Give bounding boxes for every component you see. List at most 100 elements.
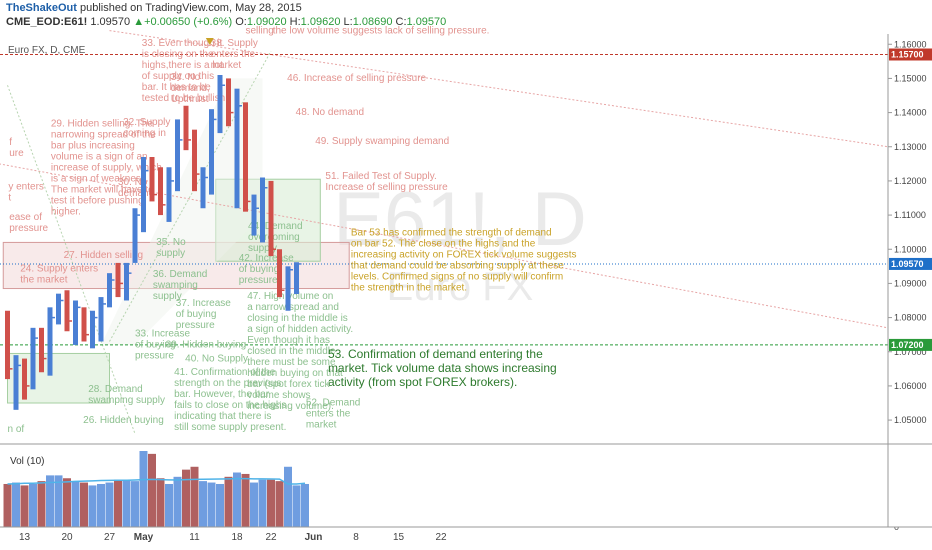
brand-link[interactable]: TheShakeOut — [6, 2, 77, 14]
price-bar — [260, 177, 265, 243]
price-bar — [64, 290, 70, 332]
volume-bar — [301, 483, 309, 527]
volume-bar — [46, 475, 54, 527]
price-bar — [209, 109, 214, 195]
volume-bar — [63, 478, 71, 527]
volume-bar — [131, 481, 139, 527]
annotation-text: 48. No demand — [296, 107, 364, 118]
y-tick-label: 1.07000 — [894, 347, 927, 357]
price-bar — [192, 129, 197, 192]
volume-bar — [165, 483, 173, 527]
annotation-text: 42. Increase of buying pressure — [239, 253, 294, 286]
annotation-text: 27. Hidden selling — [64, 250, 144, 261]
change-value: +0.00650 (+0.6%) — [144, 16, 233, 28]
volume-bar — [156, 478, 165, 527]
volume-bar — [258, 479, 267, 527]
close-label: C: — [395, 16, 407, 28]
price-bar — [183, 105, 189, 151]
volume-bar — [54, 475, 63, 527]
volume-bar — [122, 479, 131, 527]
price-marker-label: 1.09570 — [891, 259, 924, 269]
y-tick-label: 1.15000 — [894, 73, 927, 83]
volume-bar — [105, 482, 114, 527]
volume-bar — [233, 472, 241, 527]
annotation-text: y enters t — [8, 181, 44, 203]
annotation-text: 39. Hidden buying — [166, 340, 247, 351]
y-tick-label: 1.12000 — [894, 176, 927, 186]
volume-bar — [3, 483, 12, 527]
change-arrow-icon: ▲ — [133, 16, 145, 28]
price-bar — [200, 167, 206, 209]
volume-bar — [292, 485, 301, 527]
annotation-text: 29. Hidden selling. The narrowing spread … — [51, 118, 162, 217]
channel-line — [109, 50, 272, 342]
price-bar — [268, 180, 274, 257]
price-bar — [158, 167, 163, 216]
quote-line: CME_EOD:E61! 1.09570 ▲+0.00650 (+0.6%) O… — [6, 16, 446, 28]
volume-bar — [37, 481, 46, 527]
annotation-text: 33. Increase of buying pressure — [135, 328, 190, 361]
price-bar — [132, 208, 138, 263]
trend-line-lower — [0, 163, 889, 329]
annotation-text: 26. Hidden buying — [83, 415, 164, 426]
price-bar — [30, 327, 36, 390]
price-bar — [251, 194, 257, 236]
y-tick-label: 1.10000 — [894, 244, 927, 254]
y-tick-label: 1.06000 — [894, 381, 927, 391]
volume-bar — [114, 479, 122, 527]
trend-line-upper — [109, 30, 889, 148]
annotation-text: 49. Supply swamping demand — [315, 136, 449, 147]
x-tick-label: 22 — [435, 532, 447, 543]
x-tick-label: 8 — [353, 532, 359, 543]
x-tick-label: May — [134, 532, 154, 543]
low-label: L: — [343, 16, 353, 28]
annotation-text: 53. Confirmation of demand entering the m… — [328, 347, 557, 389]
last-price: 1.09570 — [90, 16, 131, 28]
price-bar — [47, 307, 53, 376]
price-bar — [294, 262, 299, 295]
annotation-text: the low volume suggests lack of selling … — [273, 25, 490, 36]
x-tick-label: 13 — [19, 532, 31, 543]
published-text: published on TradingView.com, May 28, 20… — [79, 2, 302, 14]
open-value: 1.09020 — [246, 16, 287, 28]
x-tick-label: 20 — [61, 532, 73, 543]
volume-bar — [88, 485, 97, 527]
annotation-text: 41. Confirmation of the strength on the p… — [174, 367, 286, 433]
y-tick-label: 1.14000 — [894, 108, 927, 118]
price-bar — [22, 358, 27, 400]
volume-bar — [71, 481, 80, 527]
volume-bar — [97, 483, 105, 527]
price-bar — [90, 310, 95, 349]
price-bar — [5, 310, 10, 380]
volume-bar — [190, 466, 199, 527]
low-value: 1.08690 — [352, 16, 393, 28]
price-marker-label: 1.15700 — [891, 50, 924, 60]
volume-bar — [20, 485, 29, 527]
y-tick-label: 1.05000 — [894, 415, 927, 425]
annotation-text: 46. Increase of selling pressure — [287, 73, 426, 84]
annotation-text: 28. Demand swamping supply — [88, 384, 165, 406]
price-bar — [234, 88, 240, 209]
annotation-text: 36. Demand swamping supply — [153, 269, 207, 302]
price-bar — [285, 266, 291, 311]
arrow-icon — [205, 38, 214, 45]
volume-bar — [80, 482, 88, 527]
price-bar — [107, 273, 112, 308]
y-tick-label: 1.08000 — [894, 313, 927, 323]
annotation-text: 24. Supply enters the market — [20, 263, 98, 285]
price-bar — [243, 102, 248, 212]
close-value: 1.09570 — [406, 16, 447, 28]
y-axis-bg — [888, 34, 932, 527]
price-bar — [166, 167, 172, 222]
annotation-text: 35. No supply — [156, 237, 186, 259]
price-bar — [175, 119, 180, 192]
open-label: O: — [235, 16, 247, 28]
volume-bar — [29, 483, 37, 527]
annotation-text: Bar 53 has confirmed the strength of dem… — [351, 228, 577, 294]
volume-title: Vol (10) — [10, 456, 44, 467]
y-tick-label: 1.11000 — [894, 210, 926, 220]
annotation-text: 30. No demand — [118, 177, 154, 199]
volume-bar — [284, 466, 292, 527]
price-bar — [149, 157, 155, 202]
